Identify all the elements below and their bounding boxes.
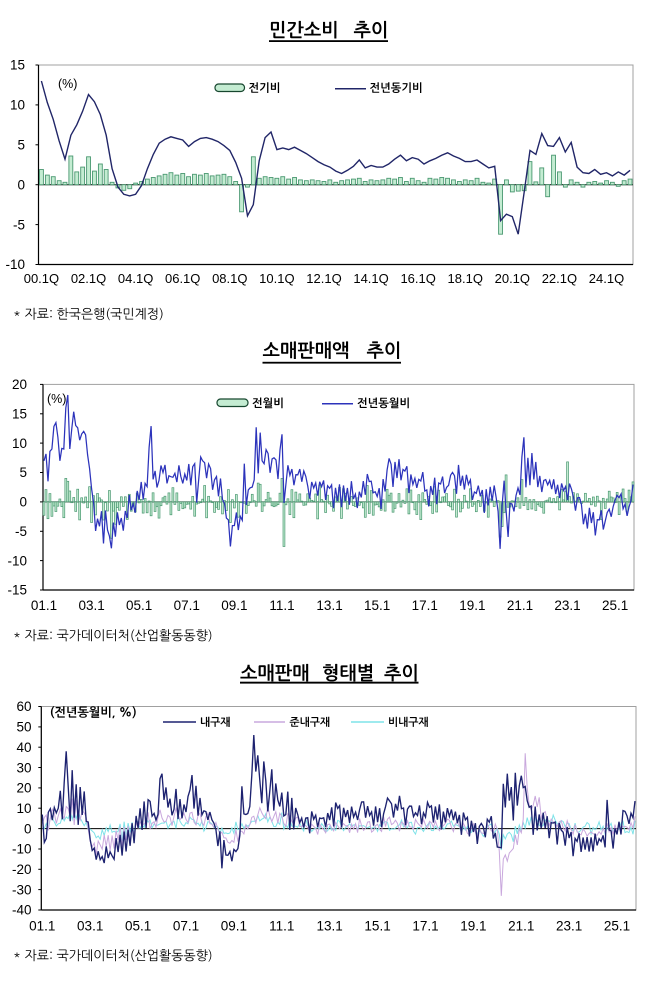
- svg-text:0: 0: [19, 495, 27, 510]
- svg-text:23.1: 23.1: [556, 919, 582, 934]
- svg-text:19.1: 19.1: [459, 598, 485, 613]
- svg-text:17.1: 17.1: [412, 919, 438, 934]
- svg-text:01.1: 01.1: [29, 919, 55, 934]
- svg-text:15.1: 15.1: [364, 919, 390, 934]
- svg-text:23.1: 23.1: [554, 598, 580, 613]
- svg-text:-15: -15: [7, 583, 27, 598]
- svg-text:11.1: 11.1: [269, 919, 294, 934]
- svg-text:09.1: 09.1: [221, 598, 247, 613]
- svg-text:21.1: 21.1: [508, 919, 534, 934]
- svg-text:-10: -10: [7, 553, 27, 568]
- svg-text:22.1Q: 22.1Q: [542, 271, 577, 286]
- svg-text:-10: -10: [12, 842, 32, 857]
- svg-text:11.1: 11.1: [269, 598, 294, 613]
- svg-text:04.1Q: 04.1Q: [118, 271, 153, 286]
- svg-text:06.1Q: 06.1Q: [165, 271, 200, 286]
- svg-text:(%): (%): [58, 77, 77, 91]
- svg-text:03.1: 03.1: [77, 919, 103, 934]
- svg-text:10.1Q: 10.1Q: [259, 271, 294, 286]
- svg-text:24.1Q: 24.1Q: [589, 271, 624, 286]
- svg-text:19.1: 19.1: [460, 919, 486, 934]
- svg-text:13.1: 13.1: [317, 919, 343, 934]
- svg-text:07.1: 07.1: [174, 598, 200, 613]
- svg-text:-20: -20: [12, 862, 32, 877]
- svg-text:17.1: 17.1: [412, 598, 438, 613]
- svg-text:20: 20: [12, 377, 27, 392]
- svg-text:5: 5: [19, 465, 27, 480]
- svg-text:15.1: 15.1: [364, 598, 390, 613]
- svg-text:-40: -40: [12, 903, 32, 918]
- svg-text:05.1: 05.1: [125, 919, 151, 934]
- svg-text:25.1: 25.1: [604, 919, 630, 934]
- svg-text:0: 0: [24, 821, 32, 836]
- svg-text:0: 0: [17, 177, 25, 192]
- svg-text:20.1Q: 20.1Q: [495, 271, 530, 286]
- svg-text:50: 50: [16, 720, 31, 735]
- svg-text:18.1Q: 18.1Q: [448, 271, 483, 286]
- svg-text:13.1: 13.1: [316, 598, 342, 613]
- svg-text:14.1Q: 14.1Q: [353, 271, 388, 286]
- svg-text:10: 10: [16, 801, 31, 816]
- svg-text:03.1: 03.1: [78, 598, 104, 613]
- svg-text:5: 5: [17, 138, 25, 153]
- svg-text:07.1: 07.1: [173, 919, 199, 934]
- svg-text:-30: -30: [12, 882, 32, 897]
- svg-text:60: 60: [16, 699, 31, 714]
- svg-text:09.1: 09.1: [221, 919, 247, 934]
- svg-text:-5: -5: [15, 524, 27, 539]
- svg-text:10: 10: [10, 98, 25, 113]
- svg-text:(%): (%): [47, 392, 66, 406]
- svg-text:00.1Q: 00.1Q: [24, 271, 59, 286]
- svg-text:30: 30: [16, 760, 31, 775]
- svg-text:08.1Q: 08.1Q: [212, 271, 247, 286]
- svg-text:02.1Q: 02.1Q: [71, 271, 106, 286]
- svg-text:20: 20: [16, 781, 31, 796]
- svg-text:40: 40: [16, 740, 31, 755]
- svg-text:15: 15: [12, 406, 27, 421]
- svg-text:01.1: 01.1: [31, 598, 57, 613]
- svg-text:25.1: 25.1: [602, 598, 628, 613]
- svg-text:-10: -10: [5, 257, 25, 272]
- svg-text:-5: -5: [13, 217, 25, 232]
- svg-text:15: 15: [10, 58, 25, 73]
- svg-text:21.1: 21.1: [507, 598, 533, 613]
- svg-text:05.1: 05.1: [126, 598, 152, 613]
- svg-text:10: 10: [12, 436, 27, 451]
- svg-text:16.1Q: 16.1Q: [400, 271, 435, 286]
- svg-text:12.1Q: 12.1Q: [306, 271, 341, 286]
